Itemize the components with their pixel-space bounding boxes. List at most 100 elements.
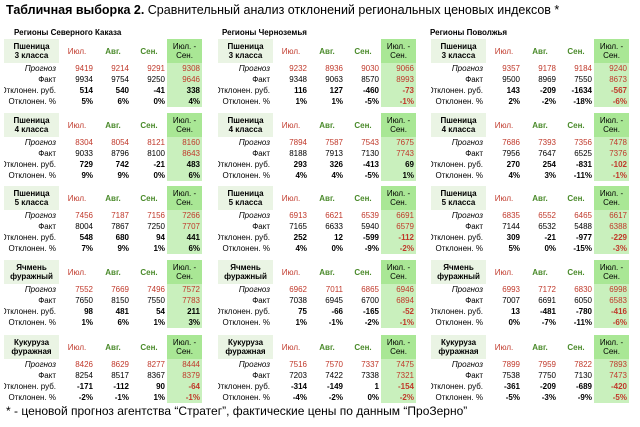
table-cell: 7686: [502, 138, 520, 147]
row-label: Факт: [38, 296, 56, 305]
table-cell: 98: [84, 307, 93, 316]
table-cell: 7669: [111, 285, 129, 294]
table-cell: -416: [594, 306, 629, 317]
crop-class: фуражная: [11, 347, 52, 356]
region-title: Регионы Северного Каказа: [14, 28, 122, 37]
col-header-line: Сен.: [176, 198, 193, 207]
table-cell: 7172: [538, 285, 556, 294]
table-cell: 5%: [81, 97, 93, 106]
row-label: Прогноз: [451, 211, 483, 220]
table-cell: 6532: [538, 222, 556, 231]
table-cell: 7130: [574, 371, 592, 380]
crop-class: 3 класса: [441, 51, 476, 60]
table-cell: 7750: [538, 371, 556, 380]
table-cell: 6993: [502, 285, 520, 294]
table-cell: 9214: [111, 64, 129, 73]
table-cell: 7516: [289, 360, 307, 369]
table-cell: 8150: [111, 296, 129, 305]
table-cell: 441: [167, 232, 202, 243]
table-row-dev-rub: Отклонен. руб. 116 127 -460 -73: [218, 85, 416, 96]
table-cell: 7894: [289, 138, 307, 147]
table-cell: -41: [153, 86, 165, 95]
table-row-forecast: Прогноз 6835 6552 6465 6617: [431, 210, 629, 221]
row-label: Прогноз: [238, 211, 270, 220]
table-cell: 8277: [147, 360, 165, 369]
table-cell: 5488: [574, 222, 592, 231]
table-cell: -229: [594, 232, 629, 243]
table-cell: 9646: [167, 74, 202, 85]
table-cell: 9500: [502, 75, 520, 84]
table-cell: 7130: [361, 149, 379, 158]
price-table: Пшеница 3 класса Июл. Авг. Сен. Июл. - Сен. Про…: [218, 39, 416, 107]
table-cell: -2%: [364, 318, 379, 327]
table-cell: -1%: [167, 392, 202, 403]
col-header-line: Сен.: [603, 125, 620, 134]
table-cell: 7675: [381, 137, 416, 148]
table-cell: 9033: [75, 149, 93, 158]
crop-label: Пшеница 3 класса: [218, 39, 273, 63]
table-row-dev-pct: Отклонен. % -2% -1% 1% -1%: [4, 392, 202, 403]
table-cell: -112: [381, 232, 416, 243]
crop-label: Кукуруза фуражная: [431, 335, 486, 359]
table-cell: -1%: [114, 393, 129, 402]
table-cell: 6621: [325, 211, 343, 220]
table-cell: -66: [331, 307, 343, 316]
row-label: Отклонен. %: [222, 244, 270, 253]
price-table: Кукуруза фуражная Июл. Авг. Сен. Июл. - Сен. Пр…: [431, 335, 629, 403]
table-cell: -102: [594, 159, 629, 170]
table-cell: -4%: [292, 393, 307, 402]
row-label: Прогноз: [238, 64, 270, 73]
col-header-jul: Июл.: [281, 267, 301, 277]
table-cell: 6%: [167, 170, 202, 181]
col-header-line: Сен.: [603, 198, 620, 207]
col-header-line: Сен.: [603, 347, 620, 356]
crop-name: Пшеница: [227, 189, 264, 198]
region-title: Регионы Черноземья: [222, 28, 307, 37]
table-cell: -481: [539, 307, 556, 316]
col-header-jul: Июл.: [494, 120, 514, 130]
table-cell: 3%: [544, 171, 556, 180]
table-cell: 6617: [594, 210, 629, 221]
table-cell: 6830: [574, 285, 592, 294]
table-cell: 7473: [594, 370, 629, 381]
table-cell: -977: [575, 233, 592, 242]
table-cell: 0%: [367, 393, 379, 402]
table-row-dev-rub: Отклонен. руб. 252 12 -599 -112: [218, 232, 416, 243]
row-label: Прогноз: [451, 64, 483, 73]
row-label: Отклонен. руб.: [4, 160, 56, 169]
col-header-aug: Авг.: [319, 120, 335, 130]
table-row-dev-pct: Отклонен. % 4% 3% -11% -1%: [431, 170, 629, 181]
row-label: Отклонен. %: [8, 97, 56, 106]
price-table: Ячмень фуражный Июл. Авг. Сен. Июл. - Сен. Прог…: [218, 260, 416, 328]
table-cell: -5%: [594, 392, 629, 403]
row-label: Прогноз: [24, 285, 56, 294]
crop-name: Пшеница: [227, 116, 264, 125]
table-cell: 338: [167, 85, 202, 96]
crop-label: Пшеница 3 класса: [4, 39, 59, 63]
table-cell: 4%: [331, 171, 343, 180]
col-header-sep: Сен.: [567, 46, 585, 56]
crop-class: фуражная: [438, 347, 479, 356]
col-header-aug: Авг.: [319, 267, 335, 277]
table-cell: 7572: [167, 284, 202, 295]
table-cell: 7743: [381, 148, 416, 159]
table-cell: 8570: [361, 75, 379, 84]
table-cell: -2%: [328, 393, 343, 402]
row-label: Отклонен. %: [222, 97, 270, 106]
col-header-line: Сен.: [176, 125, 193, 134]
col-header-jul: Июл.: [281, 193, 301, 203]
table-row-forecast: Прогноз 9357 9178 9184 9240: [431, 63, 629, 74]
table-cell: 9250: [147, 75, 165, 84]
table-row-dev-pct: Отклонен. % 7% 9% 1% 6%: [4, 243, 202, 254]
col-header-line: Июл. -: [599, 338, 624, 347]
table-row-forecast: Прогноз 6913 6621 6539 6691: [218, 210, 416, 221]
row-label: Факт: [252, 149, 270, 158]
table-cell: 8100: [147, 149, 165, 158]
table-cell: 7187: [111, 211, 129, 220]
table-cell: -154: [381, 381, 416, 392]
col-header-jul-sep: Июл. - Сен.: [594, 113, 629, 137]
row-label: Прогноз: [451, 285, 483, 294]
table-row-dev-rub: Отклонен. руб. 270 254 -831 -102: [431, 159, 629, 170]
table-cell: 8993: [381, 74, 416, 85]
price-table: Ячмень фуражный Июл. Авг. Сен. Июл. - Сен. Прог…: [4, 260, 202, 328]
